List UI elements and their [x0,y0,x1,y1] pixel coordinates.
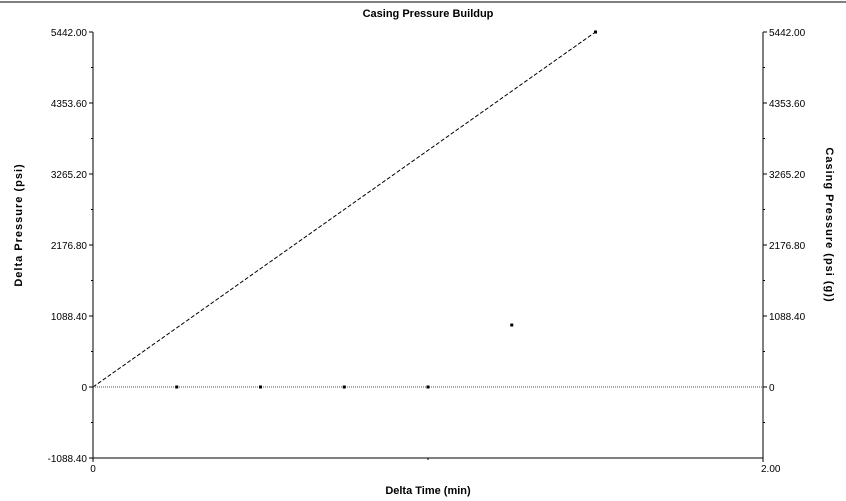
x-tick-label: 0 [90,464,96,475]
data-point [175,385,179,389]
y2-tick-label: 2176.80 [769,241,806,252]
x-axis-label: Delta Time (min) [385,485,471,497]
series-line [92,31,596,388]
y-tick-label: 1088.40 [51,312,88,323]
y2-tick-label: 0 [769,383,775,394]
data-point [426,385,430,389]
y-tick-label: 5442.00 [51,28,88,39]
y-axis-label: Delta Pressure (psi) [13,163,25,286]
y-tick-label: 3265.20 [51,170,88,181]
y2-axis-label: Casing Pressure (psi (g)) [823,147,835,302]
y-tick-label: 4353.60 [51,99,88,110]
y2-tick-label: 3265.20 [769,170,806,181]
data-point [259,385,262,389]
y2-tick-label: 1088.40 [769,312,806,323]
y2-tick-label: 5442.00 [769,28,806,39]
y-tick-label: 2176.80 [51,241,88,252]
data-point [510,323,514,327]
chart-title: Casing Pressure Buildup [363,8,494,20]
y2-tick-label: 4353.60 [769,99,806,110]
data-point [594,30,597,34]
data-point [342,385,346,389]
y-tick-label: -1088.40 [48,454,88,465]
y-tick-label: 0 [81,383,87,394]
x-tick-label: 2.00 [761,464,781,475]
